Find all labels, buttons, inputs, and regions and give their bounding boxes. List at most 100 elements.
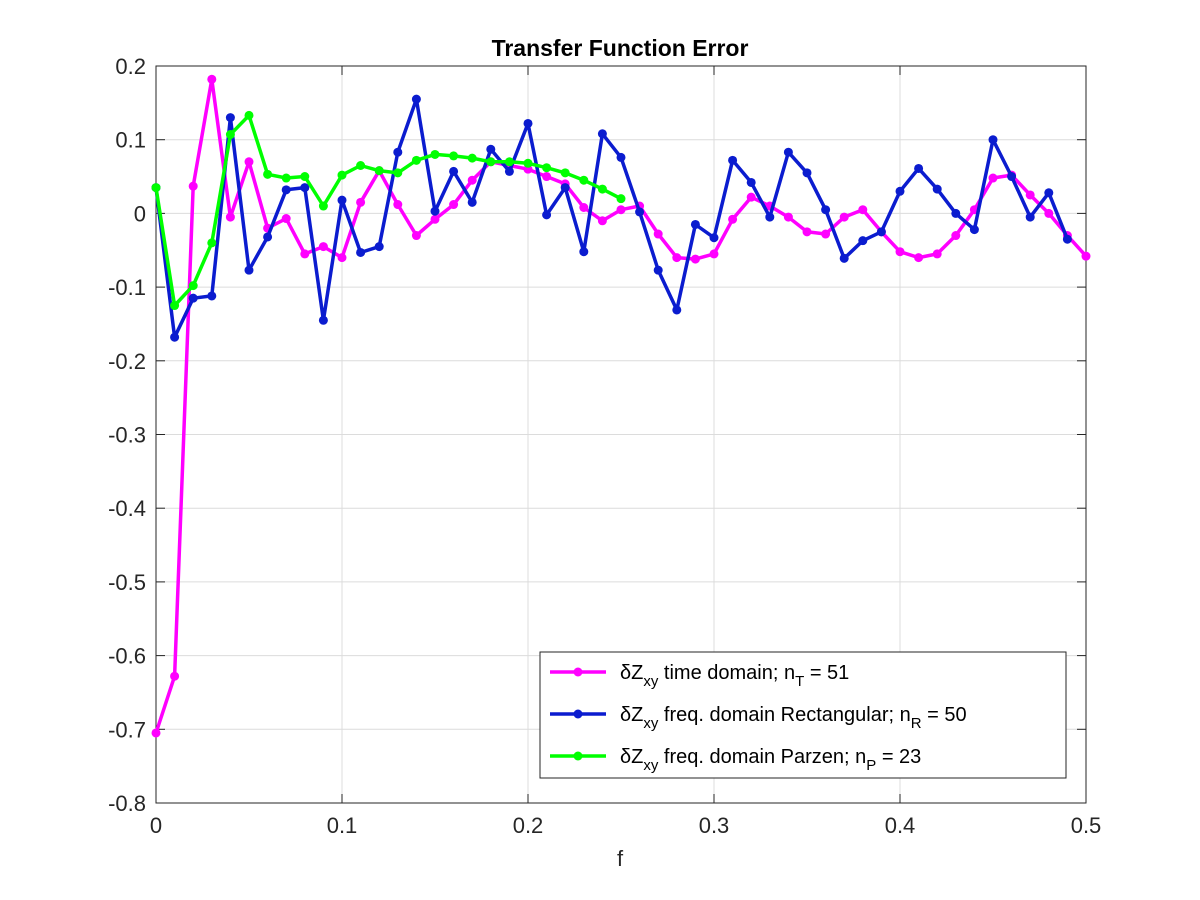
data-point bbox=[821, 229, 831, 239]
data-point bbox=[318, 201, 328, 211]
data-point bbox=[318, 242, 328, 252]
series-layer bbox=[151, 74, 1091, 738]
data-point bbox=[709, 233, 719, 243]
y-tick-label: -0.1 bbox=[108, 275, 146, 300]
data-point bbox=[170, 332, 180, 342]
legend-count: = 50 bbox=[922, 704, 967, 726]
data-point bbox=[951, 208, 961, 218]
y-tick-label: -0.8 bbox=[108, 791, 146, 816]
data-point bbox=[411, 94, 421, 104]
data-point bbox=[895, 186, 905, 196]
data-point bbox=[579, 203, 589, 213]
data-point bbox=[597, 129, 607, 139]
data-point bbox=[374, 242, 384, 252]
data-point bbox=[244, 265, 254, 275]
data-point bbox=[783, 147, 793, 157]
data-point bbox=[356, 197, 366, 207]
data-point bbox=[207, 238, 217, 248]
data-point bbox=[672, 253, 682, 263]
y-tick-label: -0.4 bbox=[108, 496, 146, 521]
data-point bbox=[188, 281, 198, 291]
data-point bbox=[1007, 172, 1017, 182]
data-point bbox=[728, 214, 738, 224]
data-point bbox=[430, 214, 440, 224]
data-point bbox=[244, 157, 254, 167]
data-point bbox=[709, 249, 719, 259]
legend-subscript: xy bbox=[643, 757, 659, 774]
data-point bbox=[690, 254, 700, 264]
data-point bbox=[523, 158, 533, 168]
data-point bbox=[225, 130, 235, 140]
legend-n-subscript: T bbox=[795, 673, 804, 690]
data-point bbox=[690, 219, 700, 229]
data-point bbox=[1025, 212, 1035, 222]
data-point bbox=[449, 200, 459, 210]
legend-subscript: xy bbox=[643, 715, 659, 732]
data-point bbox=[523, 118, 533, 128]
data-point bbox=[728, 155, 738, 165]
legend-box bbox=[539, 651, 1067, 779]
legend-count: = 51 bbox=[804, 662, 849, 684]
data-point bbox=[225, 212, 235, 222]
legend-swatch-marker bbox=[573, 751, 583, 761]
data-point bbox=[783, 212, 793, 222]
data-point bbox=[467, 153, 477, 163]
data-point bbox=[170, 301, 180, 311]
data-point bbox=[542, 172, 552, 182]
data-point bbox=[542, 210, 552, 220]
data-point bbox=[318, 315, 328, 325]
data-point bbox=[951, 231, 961, 241]
data-point bbox=[300, 249, 310, 259]
legend-entry: δZxy freq. domain Parzen; nP = 23 bbox=[620, 746, 921, 774]
y-tick-label: 0 bbox=[134, 201, 146, 226]
data-point bbox=[374, 166, 384, 176]
data-point bbox=[207, 291, 217, 301]
data-point bbox=[579, 247, 589, 257]
data-point bbox=[802, 168, 812, 178]
data-point bbox=[560, 168, 570, 178]
data-point bbox=[467, 197, 477, 207]
x-axis-label: f bbox=[617, 846, 624, 871]
data-point bbox=[802, 227, 812, 237]
axes: 0 0.1 0.2 0.3 0.4 0.5 -0.8 -0.7 -0.6 -0.5 -0.4 -0.3… bbox=[108, 54, 1101, 838]
y-tick-label: -0.6 bbox=[108, 644, 146, 669]
data-point bbox=[616, 194, 626, 204]
x-tick-label: 0.5 bbox=[1071, 813, 1102, 838]
data-point bbox=[616, 205, 626, 215]
data-point bbox=[932, 184, 942, 194]
data-point bbox=[1081, 251, 1091, 261]
data-point bbox=[746, 177, 756, 187]
data-point bbox=[225, 113, 235, 123]
y-tick-label: -0.7 bbox=[108, 717, 146, 742]
data-point bbox=[988, 135, 998, 145]
data-point bbox=[858, 205, 868, 215]
data-point bbox=[839, 253, 849, 263]
data-point bbox=[188, 181, 198, 191]
data-point bbox=[914, 253, 924, 263]
data-point bbox=[151, 183, 161, 193]
data-point bbox=[467, 175, 477, 185]
data-point bbox=[300, 183, 310, 193]
data-point bbox=[597, 216, 607, 226]
data-point bbox=[653, 229, 663, 239]
y-tick-label: -0.2 bbox=[108, 349, 146, 374]
data-point bbox=[356, 247, 366, 257]
data-point bbox=[170, 671, 180, 681]
data-point bbox=[411, 155, 421, 165]
data-point bbox=[876, 227, 886, 237]
data-point bbox=[281, 214, 291, 224]
legend-symbol: δZ bbox=[620, 662, 643, 684]
data-point bbox=[1062, 234, 1072, 244]
y-tick-label: 0.1 bbox=[115, 128, 146, 153]
y-tick-label: -0.3 bbox=[108, 423, 146, 448]
legend-n-subscript: P bbox=[866, 757, 876, 774]
series-0 bbox=[151, 74, 1091, 738]
x-tick-label: 0.4 bbox=[885, 813, 916, 838]
legend-count: = 23 bbox=[876, 746, 921, 768]
data-point bbox=[895, 247, 905, 257]
data-point bbox=[542, 163, 552, 173]
data-point bbox=[746, 192, 756, 202]
legend-label: freq. domain Parzen; n bbox=[658, 746, 866, 768]
